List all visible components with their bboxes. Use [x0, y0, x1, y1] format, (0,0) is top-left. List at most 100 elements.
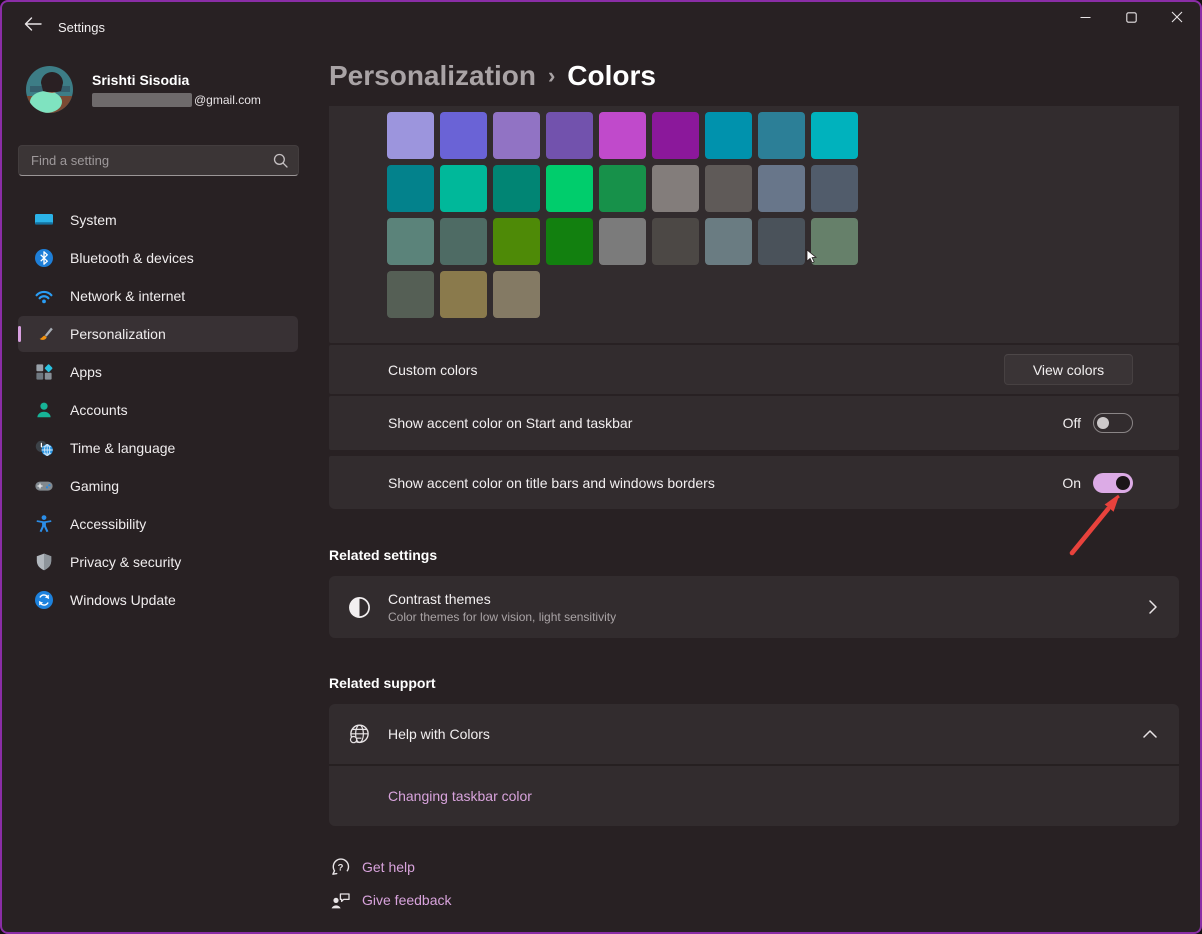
- toggle-knob: [1097, 417, 1109, 429]
- accent-color-swatch[interactable]: [440, 112, 487, 159]
- breadcrumb-separator-icon: ›: [547, 63, 556, 88]
- get-help-link[interactable]: ? Get help: [329, 856, 415, 878]
- accent-color-swatch[interactable]: [705, 112, 752, 159]
- accent-color-swatch[interactable]: [811, 112, 858, 159]
- profile-name: Srishti Sisodia: [92, 72, 190, 88]
- toggle-knob: [1116, 475, 1130, 490]
- accounts-icon: [34, 400, 54, 420]
- accent-color-swatch[interactable]: [546, 218, 593, 265]
- main-content: Personalization › Colors Custom colors Vie…: [314, 48, 1200, 932]
- sidebar-item-windows-update[interactable]: Windows Update: [18, 582, 298, 618]
- privacy-icon: [34, 552, 54, 572]
- accent-color-swatch[interactable]: [387, 165, 434, 212]
- view-colors-button[interactable]: View colors: [1004, 354, 1133, 385]
- accent-color-swatch[interactable]: [493, 165, 540, 212]
- changing-taskbar-color-link[interactable]: Changing taskbar color: [388, 788, 532, 804]
- divider: [329, 764, 1179, 766]
- accessibility-icon: [34, 514, 54, 534]
- minimize-icon: [1080, 10, 1091, 28]
- accent-title-bars-row: Show accent color on title bars and wind…: [329, 456, 1179, 509]
- page-title: Colors: [567, 60, 656, 91]
- accent-color-swatch[interactable]: [652, 165, 699, 212]
- sidebar: Srishti Sisodia @gmail.com System Blueto…: [2, 48, 314, 932]
- breadcrumb: Personalization › Colors: [329, 60, 656, 92]
- back-button[interactable]: [16, 14, 50, 38]
- give-feedback-icon: [329, 889, 351, 911]
- accent-color-swatch[interactable]: [546, 112, 593, 159]
- accent-color-swatch[interactable]: [705, 165, 752, 212]
- sidebar-item-gaming[interactable]: Gaming: [18, 468, 298, 504]
- system-icon: [34, 210, 54, 230]
- contrast-icon: [347, 595, 371, 619]
- accent-color-swatch[interactable]: [652, 218, 699, 265]
- related-settings-heading: Related settings: [329, 547, 438, 563]
- accent-start-taskbar-row: Show accent color on Start and taskbar O…: [329, 396, 1179, 450]
- contrast-themes-card[interactable]: Contrast themes Color themes for low vis…: [329, 576, 1179, 638]
- breadcrumb-parent[interactable]: Personalization: [329, 60, 536, 91]
- contrast-themes-subtitle: Color themes for low vision, light sensi…: [388, 609, 617, 624]
- accent-color-swatch[interactable]: [387, 112, 434, 159]
- accent-color-swatch[interactable]: [758, 165, 805, 212]
- sidebar-item-accessibility[interactable]: Accessibility: [18, 506, 298, 542]
- sidebar-item-apps[interactable]: Apps: [18, 354, 298, 390]
- swatch-row: [387, 112, 864, 159]
- accent-color-swatch[interactable]: [652, 112, 699, 159]
- sidebar-item-network-internet[interactable]: Network & internet: [18, 278, 298, 314]
- accent-color-swatch[interactable]: [493, 218, 540, 265]
- swatch-row: [387, 165, 864, 212]
- accent-color-swatch[interactable]: [440, 165, 487, 212]
- chevron-right-icon: [1149, 600, 1157, 614]
- gaming-icon: [34, 476, 54, 496]
- accent-color-swatch[interactable]: [758, 218, 805, 265]
- accent-color-swatch[interactable]: [440, 271, 487, 318]
- close-icon: [1171, 10, 1183, 28]
- accent-start-taskbar-toggle[interactable]: [1093, 413, 1133, 433]
- search-input[interactable]: [19, 153, 273, 168]
- accent-color-swatch[interactable]: [599, 218, 646, 265]
- custom-colors-row: Custom colors View colors: [329, 345, 1179, 394]
- profile-card[interactable]: Srishti Sisodia @gmail.com: [26, 66, 261, 113]
- accent-color-palette: [387, 112, 864, 324]
- personalization-icon: [34, 324, 54, 344]
- accent-color-swatch[interactable]: [811, 218, 858, 265]
- accent-title-bars-label: Show accent color on title bars and wind…: [388, 474, 715, 491]
- help-link-row: Changing taskbar color: [329, 766, 1179, 826]
- maximize-button[interactable]: [1108, 2, 1154, 36]
- accent-color-swatch[interactable]: [705, 218, 752, 265]
- accent-color-swatch[interactable]: [493, 112, 540, 159]
- globe-icon: [347, 722, 371, 746]
- apps-icon: [34, 362, 54, 382]
- accent-color-swatch[interactable]: [599, 165, 646, 212]
- accent-color-swatch[interactable]: [758, 112, 805, 159]
- accent-color-swatch[interactable]: [387, 271, 434, 318]
- toggle-state-label: Off: [1062, 415, 1081, 431]
- accent-title-bars-toggle[interactable]: [1093, 472, 1133, 493]
- help-card: Help with Colors Changing taskbar color: [329, 704, 1179, 826]
- sidebar-item-accounts[interactable]: Accounts: [18, 392, 298, 428]
- accent-color-swatch[interactable]: [387, 218, 434, 265]
- accent-color-swatch[interactable]: [440, 218, 487, 265]
- swatch-row: [387, 271, 864, 318]
- sidebar-nav: System Bluetooth & devices Network & int…: [6, 200, 310, 620]
- accent-color-swatch[interactable]: [599, 112, 646, 159]
- accent-color-swatch[interactable]: [811, 165, 858, 212]
- give-feedback-link[interactable]: Give feedback: [329, 889, 452, 911]
- network-icon: [34, 286, 54, 306]
- sidebar-item-bluetooth-devices[interactable]: Bluetooth & devices: [18, 240, 298, 276]
- search-icon: [273, 153, 288, 168]
- sidebar-item-time-language[interactable]: Time & language: [18, 430, 298, 466]
- close-button[interactable]: [1154, 2, 1200, 36]
- accent-color-swatch[interactable]: [546, 165, 593, 212]
- minimize-button[interactable]: [1062, 2, 1108, 36]
- accent-color-swatch[interactable]: [493, 271, 540, 318]
- swatch-row: [387, 218, 864, 265]
- sidebar-item-system[interactable]: System: [18, 202, 298, 238]
- toggle-state-label: On: [1062, 474, 1081, 491]
- help-with-colors-row[interactable]: Help with Colors: [329, 704, 1179, 764]
- sidebar-item-privacy-security[interactable]: Privacy & security: [18, 544, 298, 580]
- email-suffix: @gmail.com: [194, 93, 261, 107]
- chevron-up-icon: [1143, 730, 1157, 738]
- sidebar-item-personalization[interactable]: Personalization: [18, 316, 298, 352]
- window-title: Settings: [58, 20, 105, 35]
